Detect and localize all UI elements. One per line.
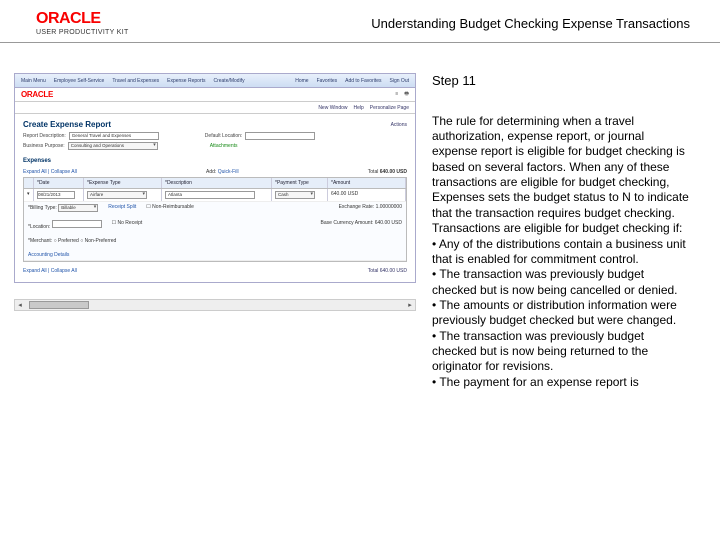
desc-input[interactable]: Atlanta: [165, 191, 255, 199]
mini-oracle-logo: ORACLE: [21, 90, 53, 99]
total-value: 640.00 USD: [380, 169, 407, 175]
col-h: *Date: [34, 178, 84, 188]
total-label: Total: [368, 169, 379, 175]
brand-row: ORACLE ≡ 🖶: [15, 88, 415, 102]
scroll-thumb[interactable]: [29, 301, 89, 309]
nav-link-signout[interactable]: Sign Out: [390, 78, 409, 84]
page-title: Understanding Budget Checking Expense Tr…: [371, 16, 690, 31]
subbar-link[interactable]: New Window: [318, 105, 347, 111]
subbar-link[interactable]: Personalize Page: [370, 105, 409, 111]
acct-details-link[interactable]: Accounting Details: [28, 252, 69, 258]
col-h: [24, 178, 34, 188]
scroll-left-icon[interactable]: ◂: [15, 301, 25, 309]
h-scrollbar[interactable]: ◂ ▸: [14, 299, 416, 311]
actions-link[interactable]: Actions: [391, 122, 407, 128]
nonreimb-check[interactable]: Non-Reimbursable: [152, 204, 194, 210]
expenses-title: Expenses: [23, 158, 51, 164]
defloc-label: Default Location:: [205, 133, 243, 139]
billing-select[interactable]: Billable: [58, 204, 98, 212]
nav-crumb[interactable]: Employee Self-Service: [54, 78, 105, 84]
nav-link-addfav[interactable]: Add to Favorites: [345, 78, 381, 84]
col-h: *Payment Type: [272, 178, 328, 188]
bu-label: Business Purpose:: [23, 143, 65, 149]
desc-input[interactable]: General Travel and Expenses: [69, 132, 159, 140]
expense-row[interactable]: ▾ 08/21/2013 Airfare Atlanta Cash 640.00…: [24, 189, 406, 202]
expand-collapse[interactable]: Expand All | Collapse All: [23, 169, 77, 175]
noreceipt-check[interactable]: No Receipt: [118, 220, 143, 226]
footer-expand[interactable]: Expand All | Collapse All: [23, 268, 77, 274]
toolbar-icon[interactable]: 🖶: [404, 91, 409, 99]
col-h: *Expense Type: [84, 178, 162, 188]
loc-input[interactable]: [52, 220, 102, 228]
logo-block: ORACLE USER PRODUCTIVITY KIT: [36, 10, 129, 36]
nav-link-home[interactable]: Home: [295, 78, 308, 84]
defloc-input[interactable]: [245, 132, 315, 140]
col-h: *Description: [162, 178, 272, 188]
desc-label: Report Description:: [23, 133, 66, 139]
pay-select[interactable]: Cash: [275, 191, 315, 199]
form-title: Create Expense Report: [23, 120, 111, 129]
type-select[interactable]: Airfare: [87, 191, 147, 199]
instruction-text: The rule for determining when a travel a…: [432, 114, 692, 390]
nav-crumb[interactable]: Travel and Expenses: [112, 78, 159, 84]
scroll-right-icon[interactable]: ▸: [405, 301, 415, 309]
subbar-link[interactable]: Help: [354, 105, 364, 111]
toolbar-icon[interactable]: ≡: [395, 91, 398, 99]
nav-crumb[interactable]: Expense Reports: [167, 78, 205, 84]
amount-cell: 640.00 USD: [328, 189, 406, 201]
upk-subtitle: USER PRODUCTIVITY KIT: [36, 29, 129, 36]
quickfill-link[interactable]: Quick-Fill: [218, 169, 239, 175]
instruction-pane: Step 11 The rule for determining when a …: [420, 43, 710, 390]
step-label: Step 11: [432, 73, 692, 90]
screenshot-pane: Main Menu Employee Self-Service Travel a…: [0, 43, 420, 390]
bu-select[interactable]: Consulting and Operations: [68, 142, 158, 150]
sub-bar: New Window Help Personalize Page: [15, 102, 415, 114]
add-label: Add:: [206, 169, 218, 175]
page-header: ORACLE USER PRODUCTIVITY KIT Understandi…: [0, 0, 720, 43]
date-input[interactable]: 08/21/2013: [37, 191, 75, 199]
oracle-logo: ORACLE: [36, 10, 101, 28]
main-area: Main Menu Employee Self-Service Travel a…: [0, 43, 720, 390]
nav-crumb[interactable]: Main Menu: [21, 78, 46, 84]
attachments-link[interactable]: Attachments: [210, 143, 238, 149]
app-window: Main Menu Employee Self-Service Travel a…: [14, 73, 416, 283]
footer-total: Total 640.00 USD: [368, 268, 407, 274]
expense-grid: *Date *Expense Type *Description *Paymen…: [23, 177, 407, 262]
nav-crumb[interactable]: Create/Modify: [213, 78, 244, 84]
app-body: Create Expense Report Actions Report Des…: [15, 114, 415, 282]
app-topbar: Main Menu Employee Self-Service Travel a…: [15, 74, 415, 88]
nav-link-fav[interactable]: Favorites: [317, 78, 338, 84]
receipt-split-link[interactable]: Receipt Split: [108, 204, 136, 212]
col-h: *Amount: [328, 178, 406, 188]
